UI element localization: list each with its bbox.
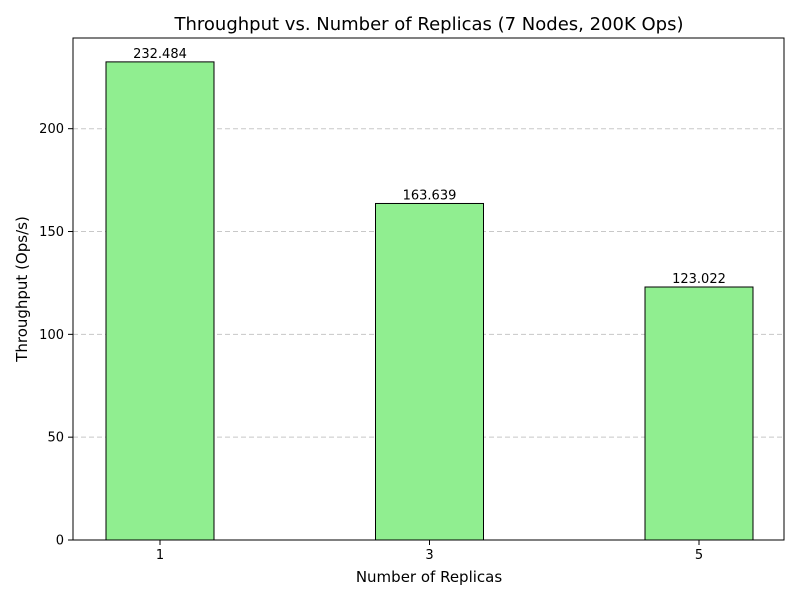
bar-3 bbox=[375, 202, 484, 541]
bar-5 bbox=[644, 286, 754, 541]
bar-1 bbox=[105, 61, 215, 541]
x-tick-label-3: 3 bbox=[425, 548, 433, 563]
x-tick-label-1: 1 bbox=[156, 548, 164, 563]
y-tick-label: 50 bbox=[47, 431, 64, 446]
y-tick-label: 0 bbox=[56, 534, 64, 549]
chart-title: Throughput vs. Number of Replicas (7 Nod… bbox=[174, 14, 684, 35]
bars bbox=[105, 61, 754, 541]
y-tick-label: 150 bbox=[39, 225, 64, 240]
y-tick-label: 200 bbox=[39, 122, 64, 137]
plot-frame bbox=[72, 37, 785, 541]
data-label-5: 123.022 bbox=[672, 272, 726, 287]
y-axis-ticks: 0 50 100 150 200 bbox=[39, 122, 73, 549]
data-labels: 232.484 163.639 123.022 bbox=[133, 47, 726, 287]
x-axis-ticks: 1 3 5 bbox=[156, 540, 703, 563]
data-label-3: 163.639 bbox=[403, 188, 457, 203]
y-tick-label: 100 bbox=[39, 328, 64, 343]
y-axis-label: Throughput (Ops/s) bbox=[13, 216, 31, 363]
data-label-1: 232.484 bbox=[133, 47, 187, 62]
x-axis-label: Number of Replicas bbox=[356, 568, 503, 586]
x-tick-label-5: 5 bbox=[695, 548, 703, 563]
